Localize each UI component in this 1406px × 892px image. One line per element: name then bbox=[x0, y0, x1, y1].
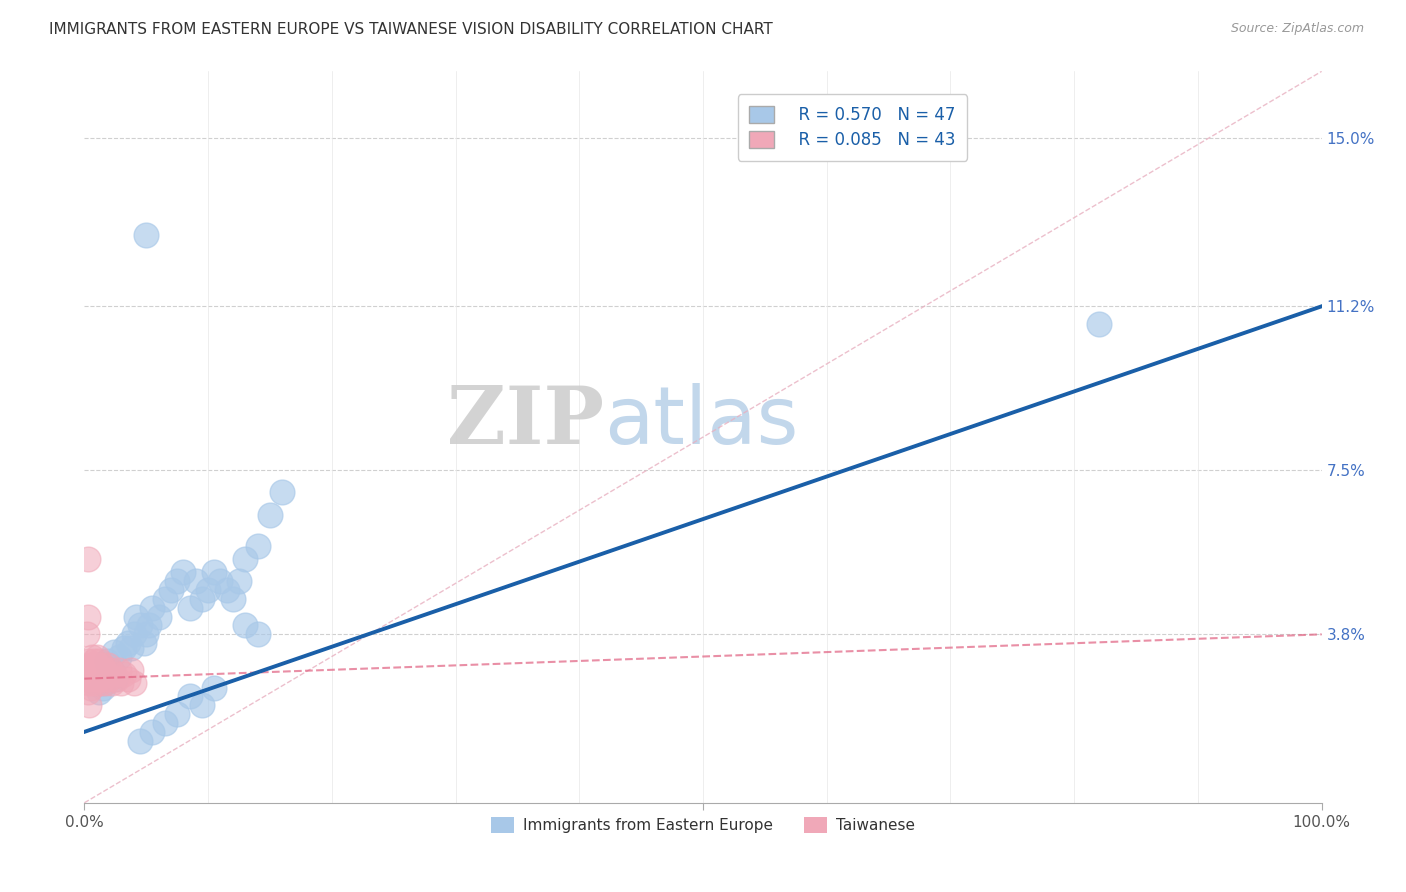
Point bbox=[120, 640, 142, 655]
Point bbox=[89, 667, 111, 681]
Point bbox=[84, 672, 107, 686]
Point bbox=[91, 681, 114, 695]
Point bbox=[76, 672, 98, 686]
Point bbox=[77, 552, 100, 566]
Point bbox=[77, 609, 100, 624]
Point bbox=[191, 591, 214, 606]
Legend: Immigrants from Eastern Europe, Taiwanese: Immigrants from Eastern Europe, Taiwanes… bbox=[485, 811, 921, 839]
Point bbox=[100, 663, 122, 677]
Point bbox=[76, 627, 98, 641]
Point bbox=[259, 508, 281, 522]
Text: ZIP: ZIP bbox=[447, 384, 605, 461]
Point bbox=[82, 663, 104, 677]
Point bbox=[166, 707, 188, 722]
Point bbox=[98, 672, 121, 686]
Point bbox=[122, 627, 145, 641]
Point bbox=[80, 649, 103, 664]
Point bbox=[148, 609, 170, 624]
Point bbox=[153, 591, 176, 606]
Point bbox=[191, 698, 214, 713]
Point bbox=[77, 685, 100, 699]
Point bbox=[1088, 317, 1111, 331]
Point bbox=[132, 636, 155, 650]
Point bbox=[202, 681, 225, 695]
Point bbox=[135, 228, 157, 243]
Point bbox=[222, 591, 245, 606]
Point bbox=[110, 676, 132, 690]
Point bbox=[79, 681, 101, 695]
Point bbox=[86, 667, 108, 681]
Point bbox=[97, 658, 120, 673]
Point bbox=[83, 654, 105, 668]
Point bbox=[104, 672, 127, 686]
Point bbox=[209, 574, 232, 589]
Point bbox=[89, 654, 111, 668]
Point bbox=[138, 618, 160, 632]
Point bbox=[98, 667, 121, 681]
Point bbox=[233, 552, 256, 566]
Point bbox=[87, 672, 110, 686]
Point bbox=[166, 574, 188, 589]
Point bbox=[105, 672, 128, 686]
Point bbox=[141, 600, 163, 615]
Point bbox=[98, 663, 121, 677]
Point bbox=[108, 663, 131, 677]
Point bbox=[141, 724, 163, 739]
Point bbox=[89, 663, 111, 677]
Point bbox=[271, 485, 294, 500]
Point bbox=[79, 676, 101, 690]
Point bbox=[135, 627, 157, 641]
Text: atlas: atlas bbox=[605, 384, 799, 461]
Point bbox=[103, 667, 125, 681]
Text: Source: ZipAtlas.com: Source: ZipAtlas.com bbox=[1230, 22, 1364, 36]
Point bbox=[84, 658, 107, 673]
Point bbox=[96, 667, 118, 681]
Point bbox=[93, 663, 115, 677]
Point bbox=[77, 654, 100, 668]
Point bbox=[103, 645, 125, 659]
Point bbox=[215, 582, 238, 597]
Point bbox=[100, 676, 122, 690]
Point bbox=[184, 574, 207, 589]
Point bbox=[112, 667, 135, 681]
Point bbox=[233, 618, 256, 632]
Point bbox=[179, 690, 201, 704]
Point bbox=[96, 654, 118, 668]
Point bbox=[108, 649, 131, 664]
Point bbox=[79, 658, 101, 673]
Point bbox=[93, 676, 115, 690]
Point bbox=[202, 566, 225, 580]
Point bbox=[80, 672, 103, 686]
Point bbox=[197, 582, 219, 597]
Point bbox=[83, 667, 105, 681]
Point bbox=[129, 618, 152, 632]
Point bbox=[94, 676, 117, 690]
Point bbox=[90, 658, 112, 673]
Point bbox=[79, 698, 101, 713]
Point bbox=[117, 636, 139, 650]
Point bbox=[89, 676, 111, 690]
Point bbox=[87, 658, 110, 673]
Point bbox=[89, 685, 111, 699]
Point bbox=[112, 640, 135, 655]
Point bbox=[122, 676, 145, 690]
Point bbox=[91, 672, 114, 686]
Point bbox=[129, 733, 152, 747]
Point bbox=[125, 609, 148, 624]
Point bbox=[82, 676, 104, 690]
Point bbox=[160, 582, 183, 597]
Point bbox=[179, 600, 201, 615]
Point bbox=[79, 663, 101, 677]
Point bbox=[86, 649, 108, 664]
Point bbox=[97, 658, 120, 673]
Point bbox=[153, 716, 176, 731]
Point bbox=[117, 672, 139, 686]
Point bbox=[172, 566, 194, 580]
Point bbox=[228, 574, 250, 589]
Point bbox=[246, 539, 269, 553]
Point bbox=[246, 627, 269, 641]
Text: IMMIGRANTS FROM EASTERN EUROPE VS TAIWANESE VISION DISABILITY CORRELATION CHART: IMMIGRANTS FROM EASTERN EUROPE VS TAIWAN… bbox=[49, 22, 773, 37]
Point bbox=[120, 663, 142, 677]
